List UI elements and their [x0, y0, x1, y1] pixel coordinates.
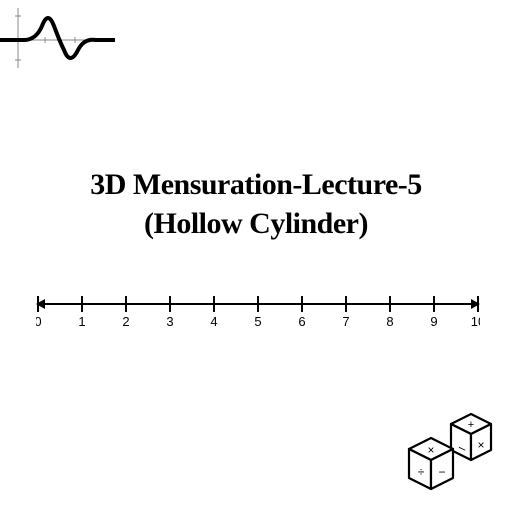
title-line-2: (Hollow Cylinder) — [0, 204, 512, 243]
svg-text:5: 5 — [254, 314, 261, 329]
math-dice-icon: + − × × ÷ − — [405, 410, 500, 500]
title-line-1: 3D Mensuration-Lecture-5 — [0, 165, 512, 204]
svg-text:2: 2 — [122, 314, 129, 329]
svg-text:7: 7 — [342, 314, 349, 329]
svg-text:+: + — [468, 419, 474, 431]
svg-text:8: 8 — [386, 314, 393, 329]
page-title: 3D Mensuration-Lecture-5 (Hollow Cylinde… — [0, 165, 512, 243]
svg-text:9: 9 — [430, 314, 437, 329]
svg-text:1: 1 — [78, 314, 85, 329]
wave-function-icon — [0, 8, 115, 78]
svg-text:0: 0 — [36, 314, 42, 329]
svg-text:×: × — [427, 443, 434, 457]
svg-text:÷: ÷ — [418, 465, 425, 479]
svg-text:3: 3 — [166, 314, 173, 329]
svg-text:10: 10 — [471, 314, 480, 329]
svg-text:−: − — [438, 465, 445, 479]
number-line: 0 1 2 3 4 5 6 7 8 9 10 — [36, 292, 480, 337]
svg-text:6: 6 — [298, 314, 305, 329]
svg-text:×: × — [477, 438, 484, 452]
svg-text:4: 4 — [210, 314, 217, 329]
